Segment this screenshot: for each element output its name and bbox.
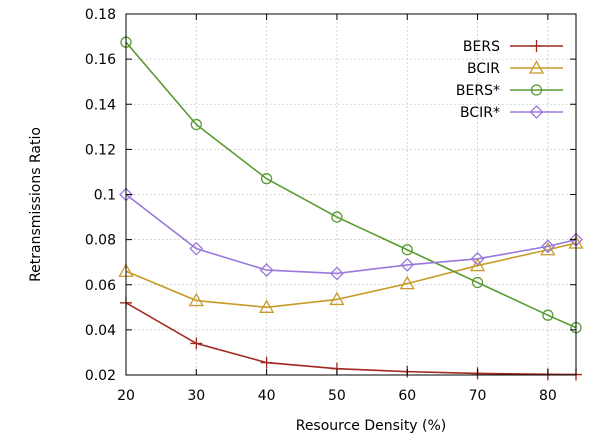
legend-label-bcir-star: BCIR* — [460, 105, 500, 121]
x-tick-label: 20 — [117, 388, 135, 404]
y-axis-title: Retransmissions Ratio — [28, 127, 44, 282]
y-tick-label: 0.18 — [85, 7, 116, 23]
legend: BERS BCIR BERS* BCIR* — [456, 39, 563, 121]
legend-label-bers-star: BERS* — [456, 83, 500, 99]
x-tick-label: 70 — [469, 388, 487, 404]
legend-label-bcir: BCIR — [467, 61, 500, 77]
legend-label-bers: BERS — [463, 39, 500, 55]
plot-area — [120, 37, 583, 380]
y-tick-label: 0.12 — [85, 142, 116, 158]
axis-ticks: 0.02 0.04 0.06 0.08 0.1 0.12 0.14 0.16 0.18 20 30 4… — [85, 7, 576, 404]
data-point-bers — [190, 337, 202, 349]
series-line-bcir-star — [126, 195, 576, 274]
y-tick-label: 0.14 — [85, 97, 116, 113]
y-tick-label: 0.16 — [85, 52, 116, 68]
series-bers-star — [121, 37, 581, 332]
x-tick-label: 80 — [539, 388, 557, 404]
x-tick-label: 40 — [258, 388, 276, 404]
legend-marker-bers — [531, 40, 543, 52]
y-tick-label: 0.1 — [94, 188, 116, 204]
y-tick-label: 0.06 — [85, 278, 116, 294]
x-tick-label: 50 — [328, 388, 346, 404]
series-bcir — [120, 237, 583, 313]
y-tick-label: 0.04 — [85, 323, 116, 339]
data-point-bers — [261, 357, 273, 369]
series-line-bers — [126, 303, 576, 375]
grid-lines — [126, 14, 576, 375]
x-axis-title: Resource Density (%) — [296, 418, 447, 434]
x-tick-label: 60 — [398, 388, 416, 404]
y-tick-label: 0.08 — [85, 233, 116, 249]
y-tick-label: 0.02 — [85, 368, 116, 384]
series-bcir-star — [120, 189, 582, 280]
series-bers — [120, 297, 582, 381]
x-tick-label: 30 — [187, 388, 205, 404]
